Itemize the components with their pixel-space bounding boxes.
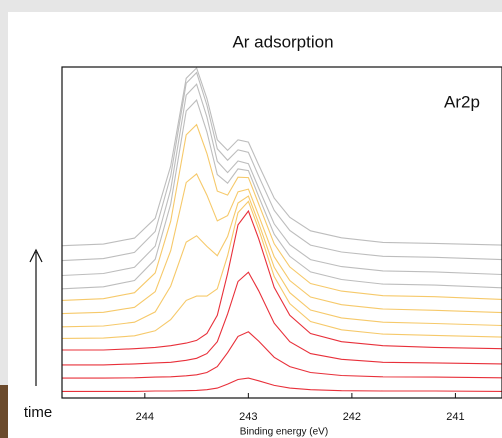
x-tick-label: 244: [136, 411, 154, 423]
spectrum-line: [62, 271, 502, 366]
spectrum-line: [61, 66, 502, 247]
time-arrow-head: [29, 248, 43, 263]
x-tick-label: 241: [446, 411, 464, 423]
chart-title: Ar adsorption: [232, 32, 333, 51]
spectrum-line: [61, 83, 502, 277]
spectrum-line: [61, 99, 502, 290]
annotation: Ar2p: [444, 92, 480, 111]
spectrum-line: [61, 200, 502, 339]
figure-panel: [8, 12, 502, 438]
spectrum-line: [61, 173, 502, 315]
x-tick-label: 243: [239, 411, 257, 423]
spectrum-line: [62, 377, 502, 392]
plot-frame: [61, 66, 502, 399]
spectrum-line: [61, 123, 502, 301]
spectrum-line: [62, 331, 502, 379]
spectrum-line: [62, 209, 502, 351]
photo-edge: [0, 385, 10, 438]
spectrum-line: [61, 195, 502, 328]
time-label: time: [24, 404, 52, 421]
x-axis-label: Binding energy (eV): [240, 427, 328, 438]
x-tick-label: 242: [343, 411, 361, 423]
spectrum-line: [61, 71, 502, 262]
